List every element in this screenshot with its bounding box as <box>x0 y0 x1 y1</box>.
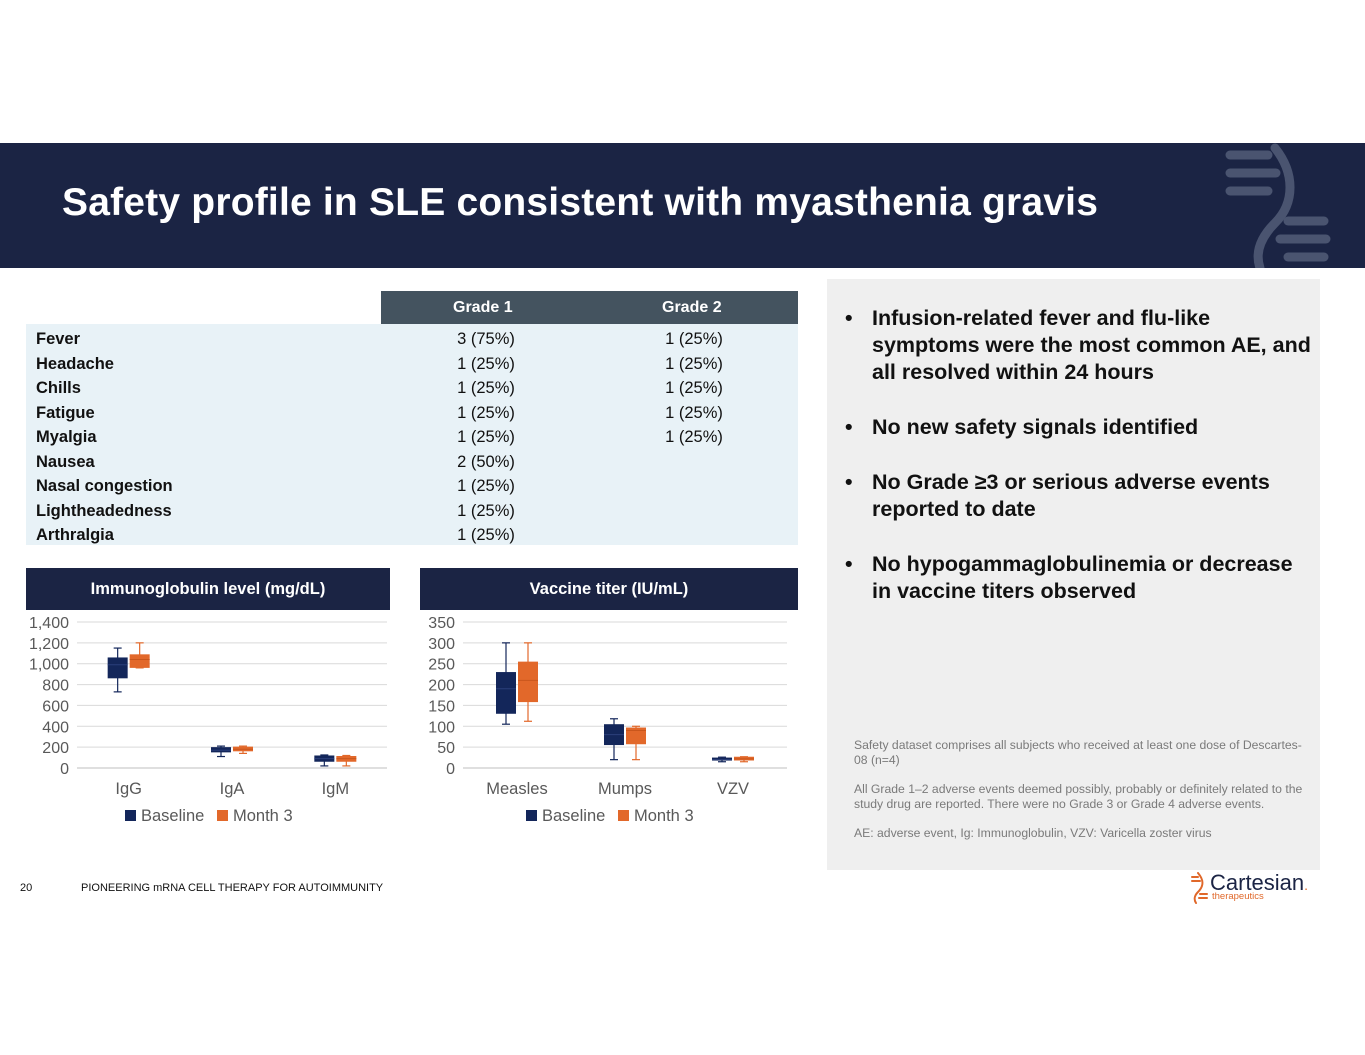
y-tick-label: 200 <box>428 678 455 695</box>
grade-1-value: 3 (75%) <box>457 330 515 348</box>
box-baseline <box>107 657 128 679</box>
grade-1-value: 1 (25%) <box>457 379 515 397</box>
title-banner: Safety profile in SLE consistent with my… <box>0 143 1365 268</box>
table-row: Headache 1 (25%) 1 (25%) <box>26 351 798 375</box>
y-tick-label: 300 <box>428 636 455 653</box>
grade-1-value: 1 (25%) <box>457 403 515 422</box>
page-number: 20 <box>20 882 33 894</box>
y-tick-label: 800 <box>42 678 69 695</box>
x-tick-label: Measles <box>486 780 547 798</box>
ae-table: Fever 3 (75%) 1 (25%) Headache 1 (25%) 1 (25%… <box>26 324 798 545</box>
x-tick-label: IgA <box>220 780 245 798</box>
y-tick-label: 0 <box>60 761 69 778</box>
helix-logo-icon <box>1191 872 1208 904</box>
grade-1-header: Grade 1 <box>453 299 513 316</box>
footnote: Safety dataset comprises all subjects wh… <box>854 738 1302 767</box>
ig-chart-title: Immunoglobulin level (mg/dL) <box>26 568 390 610</box>
bullet-item: • Infusion-related fever and flu-like sym… <box>845 306 1311 384</box>
company-logo: Cartesian. therapeutics <box>1190 870 1330 904</box>
table-row: Nausea 2 (50%) <box>26 449 798 473</box>
table-row: Lightheadedness 1 (25%) <box>26 498 798 522</box>
legend-label: Month 3 <box>233 807 293 825</box>
grade-1-value: 1 (25%) <box>457 501 515 520</box>
page-title: Safety profile in SLE consistent with my… <box>62 181 1099 224</box>
grade-2-value: 1 (25%) <box>665 330 723 348</box>
bullet-item: • No Grade ≥3 or serious adverse events r… <box>845 470 1270 521</box>
y-tick-label: 600 <box>42 698 69 715</box>
grade-2-value: 1 (25%) <box>665 354 723 373</box>
table-row: Myalgia 1 (25%) 1 (25%) <box>26 424 798 448</box>
grade-1-value: 1 (25%) <box>457 354 515 373</box>
footnote: All Grade 1–2 adverse events deemed poss… <box>854 782 1303 811</box>
box-baseline <box>496 672 516 714</box>
x-tick-label: VZV <box>717 780 749 798</box>
ae-name: Nasal congestion <box>36 477 173 495</box>
ae-name: Nausea <box>36 452 95 471</box>
x-tick-label: IgM <box>322 780 350 798</box>
grade-1-value: 1 (25%) <box>457 428 515 446</box>
legend-swatch-month3 <box>217 810 228 821</box>
ae-name: Chills <box>36 379 81 397</box>
ae-name: Arthralgia <box>36 526 114 544</box>
table-row: Fatigue 1 (25%) 1 (25%) <box>26 400 798 424</box>
legend-swatch-baseline <box>526 810 537 821</box>
grade-2-value: 1 (25%) <box>665 379 723 397</box>
ae-name: Fatigue <box>36 403 95 422</box>
helix-decoration-icon <box>1225 143 1331 268</box>
y-tick-label: 150 <box>428 698 455 715</box>
table-row: Arthralgia 1 (25%) <box>26 522 798 546</box>
legend-swatch-month3 <box>618 810 629 821</box>
table-row: Nasal congestion 1 (25%) <box>26 473 798 497</box>
y-tick-label: 350 <box>428 615 455 632</box>
ae-table-header: Grade 1 Grade 2 <box>381 291 798 324</box>
grade-1-value: 2 (50%) <box>457 452 515 471</box>
ae-name: Headache <box>36 354 114 373</box>
x-tick-label: IgG <box>115 780 142 798</box>
grade-2-value: 1 (25%) <box>665 428 723 446</box>
logo-subtitle: therapeutics <box>1212 891 1264 902</box>
y-tick-label: 250 <box>428 657 455 674</box>
y-tick-label: 1,400 <box>29 615 69 632</box>
grade-1-value: 1 (25%) <box>457 526 515 544</box>
box-month-3 <box>129 654 150 668</box>
bullet-list: • Infusion-related fever and flu-like sym… <box>845 305 1315 633</box>
ae-name: Fever <box>36 330 81 348</box>
grade-2-value: 1 (25%) <box>665 403 723 422</box>
grade-1-value: 1 (25%) <box>457 477 515 495</box>
legend-label: Baseline <box>141 807 204 825</box>
vaccine-chart-title: Vaccine titer (IU/mL) <box>420 568 798 610</box>
legend-label: Baseline <box>542 807 605 825</box>
y-tick-label: 1,200 <box>29 636 69 653</box>
y-tick-label: 1,000 <box>29 657 69 674</box>
y-tick-label: 200 <box>42 740 69 757</box>
bullet-item: • No hypogammaglobulinemia or decrease in… <box>845 552 1293 603</box>
footnotes: Safety dataset comprises all subjects wh… <box>854 738 1304 855</box>
box-baseline <box>712 757 732 761</box>
ae-name: Myalgia <box>36 428 97 446</box>
legend-label: Month 3 <box>634 807 694 825</box>
vaccine-titer-chart: 0 50 100 150 200 250 300 350 Measles Mumps VZV Base… <box>428 615 787 825</box>
footnote: AE: adverse event, Ig: Immunoglobulin, V… <box>854 826 1212 840</box>
y-tick-label: 400 <box>42 719 69 736</box>
footer-text: PIONEERING mRNA CELL THERAPY FOR AUTOIMM… <box>81 882 384 894</box>
box-month-3 <box>626 727 646 745</box>
bullet-item: • No new safety signals identified <box>845 415 1199 439</box>
box-baseline <box>211 747 231 753</box>
ae-name: Lightheadedness <box>36 501 172 520</box>
legend-swatch-baseline <box>125 810 136 821</box>
table-row: Fever 3 (75%) 1 (25%) <box>26 326 798 350</box>
summary-panel: • Infusion-related fever and flu-like sym… <box>827 279 1320 870</box>
y-tick-label: 100 <box>428 719 455 736</box>
y-tick-label: 50 <box>437 740 455 757</box>
grade-2-header: Grade 2 <box>662 299 722 316</box>
logo-wordmark: Cartesian. <box>1210 870 1309 895</box>
immunoglobulin-chart: 0 200 400 600 800 1,000 1,200 1,400 IgG IgA IgM Bas… <box>29 615 387 825</box>
y-tick-label: 0 <box>446 761 455 778</box>
table-row: Chills 1 (25%) 1 (25%) <box>26 375 798 399</box>
box-month-3 <box>518 661 538 703</box>
x-tick-label: Mumps <box>598 780 652 798</box>
